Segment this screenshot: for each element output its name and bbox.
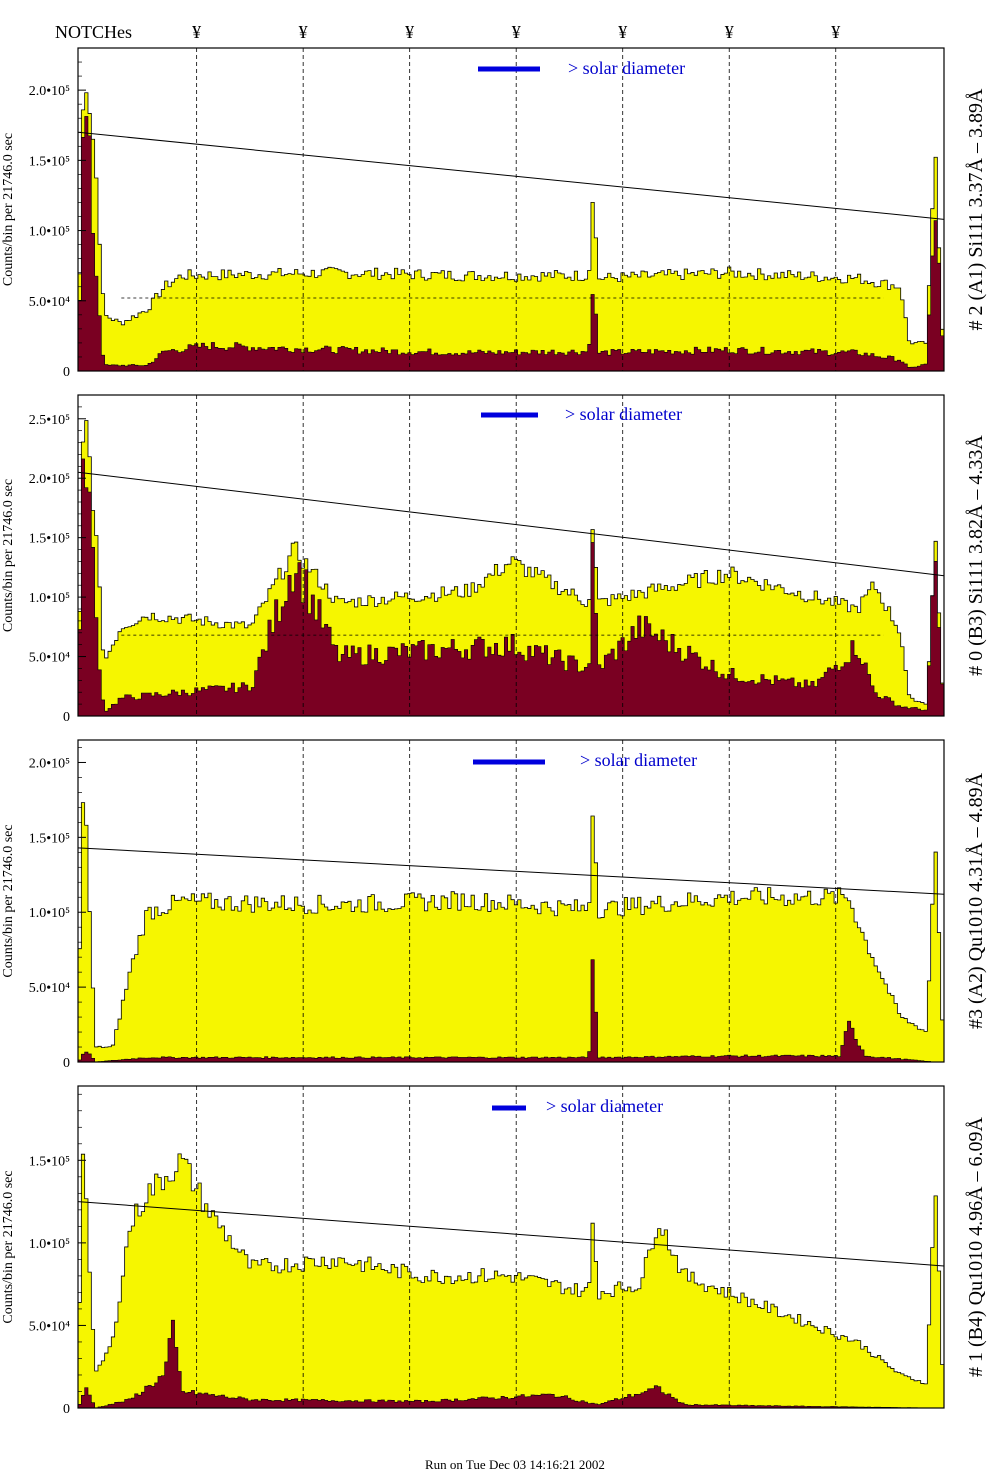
yellow-histogram xyxy=(77,1153,945,1409)
yellow-histogram xyxy=(77,92,945,372)
y-tick-label: 5.0•10⁴ xyxy=(29,295,70,310)
y-tick-label: 2.0•10⁵ xyxy=(29,472,70,487)
y-tick-label: 1.5•10⁵ xyxy=(29,1154,70,1169)
maroon-histogram xyxy=(77,1319,944,1409)
maroon-histogram xyxy=(77,116,945,372)
y-tick-label: 1.0•10⁵ xyxy=(29,225,70,240)
y-tick-label: 5.0•10⁴ xyxy=(29,981,70,996)
panel-frame xyxy=(77,739,945,1063)
solar-diameter-label: > solar diameter xyxy=(580,750,697,770)
maroon-histogram xyxy=(77,959,944,1063)
chart-panel: 0 5.0•10⁴ 1.0•10⁵ 1.5•10⁵ 2.0•10⁵ Counts/bin … xyxy=(1,739,987,1071)
y-tick-label: 0 xyxy=(63,1056,70,1071)
panels: 0 5.0•10⁴ 1.0•10⁵ 1.5•10⁵ 2.0•10⁵ Counts/bin … xyxy=(1,47,987,1417)
run-timestamp: Run on Tue Dec 03 14:16:21 2002 xyxy=(425,1457,605,1472)
trend-line xyxy=(77,1201,945,1267)
y-tick-label: 5.0•10⁴ xyxy=(29,651,70,666)
y-axis-label: Counts/bin per 21746.0 sec xyxy=(1,1170,16,1323)
y-tick-label: 2.0•10⁵ xyxy=(29,756,70,771)
y-tick-label: 1.5•10⁵ xyxy=(29,532,70,547)
y-tick-label: 5.0•10⁴ xyxy=(29,1319,70,1334)
trend-line xyxy=(77,471,945,577)
y-axis-label: Counts/bin per 21746.0 sec xyxy=(1,479,16,632)
trend-line xyxy=(77,847,945,895)
y-axis-label: Counts/bin per 21746.0 sec xyxy=(1,824,16,977)
y-tick-label: 0 xyxy=(63,365,70,380)
panel-frame xyxy=(77,394,945,717)
panel-frame xyxy=(77,47,945,372)
notch-marker: ¥ xyxy=(405,22,414,42)
panel-frame xyxy=(77,1085,945,1409)
y-tick-label: 1.5•10⁵ xyxy=(29,831,70,846)
panel-label: #3 (A2) Qu1010 4.31Å – 4.89Å xyxy=(965,772,987,1029)
chart-panel: 0 5.0•10⁴ 1.0•10⁵ 1.5•10⁵ Counts/bin per 217… xyxy=(1,1085,987,1417)
solar-diameter-label: > solar diameter xyxy=(546,1096,663,1116)
notch-header: NOTCHes ¥ ¥ ¥ ¥ ¥ ¥ ¥ xyxy=(55,22,840,42)
chart-panel: 0 5.0•10⁴ 1.0•10⁵ 1.5•10⁵ 2.0•10⁵ Counts/bin … xyxy=(1,47,987,380)
y-axis-label: Counts/bin per 21746.0 sec xyxy=(1,133,16,286)
notch-marker: ¥ xyxy=(831,22,840,42)
notch-marker: ¥ xyxy=(618,22,627,42)
y-tick-label: 1.0•10⁵ xyxy=(29,1237,70,1252)
chart-panel: 0 5.0•10⁴ 1.0•10⁵ 1.5•10⁵ 2.0•10⁵ 2.5•10⁵ Coun… xyxy=(1,394,987,725)
y-tick-label: 1.0•10⁵ xyxy=(29,906,70,921)
notch-marker: ¥ xyxy=(192,22,201,42)
notch-marker: ¥ xyxy=(299,22,308,42)
yellow-histogram xyxy=(77,802,945,1063)
maroon-histogram xyxy=(77,458,945,717)
y-tick-label: 0 xyxy=(63,1402,70,1417)
panel-label: # 2 (A1) Si111 3.37Å – 3.89Å xyxy=(965,88,987,330)
notch-marker: ¥ xyxy=(512,22,521,42)
y-tick-label: 1.5•10⁵ xyxy=(29,154,70,169)
y-tick-label: 1.0•10⁵ xyxy=(29,591,70,606)
solar-diameter-label: > solar diameter xyxy=(568,58,685,78)
y-tick-label: 2.5•10⁵ xyxy=(29,413,70,428)
panel-label: # 0 (B3) Si111 3.82Å – 4.33Å xyxy=(965,435,987,676)
trend-line xyxy=(77,131,945,220)
panel-label: # 1 (B4) Qu1010 4.96Å – 6.09Å xyxy=(965,1116,987,1377)
y-tick-label: 0 xyxy=(63,710,70,725)
notches-label: NOTCHes xyxy=(55,22,132,42)
notch-marker: ¥ xyxy=(725,22,734,42)
y-tick-label: 2.0•10⁵ xyxy=(29,84,70,99)
solar-diameter-label: > solar diameter xyxy=(565,404,682,424)
